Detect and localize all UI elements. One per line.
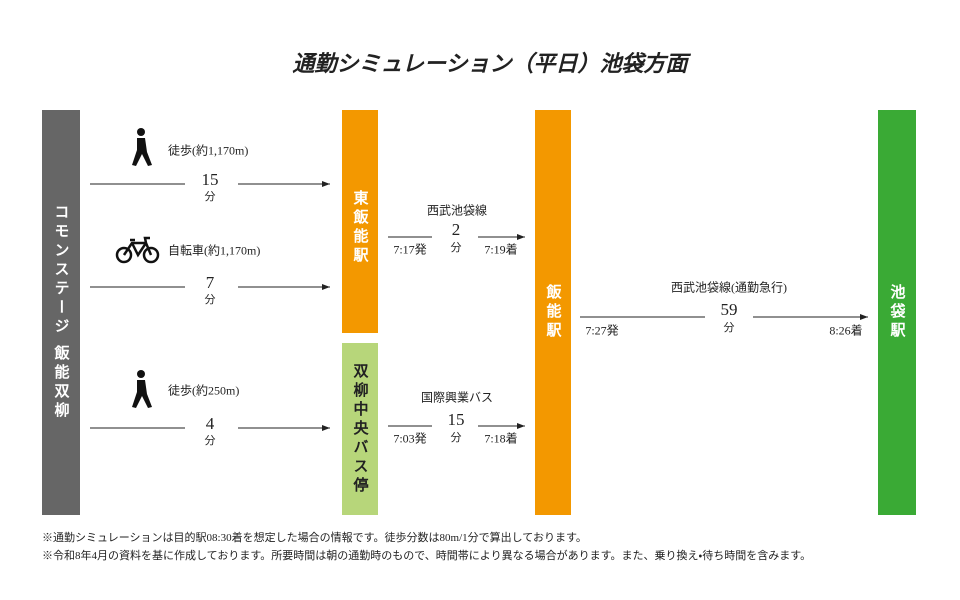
depart: 7:03発 (393, 431, 427, 446)
origin-bar: コモンステージ 飯能双柳 (42, 110, 80, 515)
line-name: 国際興業バス (420, 390, 494, 405)
arrows (90, 181, 868, 431)
unit: 分 (204, 191, 216, 203)
title: 通勤シミュレーション（平日）池袋方面 (292, 51, 688, 76)
walk-icon (132, 128, 152, 166)
station-bar: 東飯能駅 (342, 110, 378, 333)
minutes: 15 (201, 170, 219, 189)
bicycle-icon (115, 236, 160, 264)
station-bar: 飯能駅 (535, 110, 571, 515)
note: ※令和8年4月の資料を基に作成しております。所要時間は朝の通勤時のもので、時間帯… (42, 550, 812, 562)
stop-label: 双柳中央バス停 (351, 362, 368, 496)
note: ※通勤シミュレーションは目的駅08:30着を想定した場合の情報です。徒歩分数は8… (42, 532, 587, 544)
stop-label: 飯能駅 (544, 284, 561, 341)
arrive: 8:26着 (829, 323, 863, 338)
minutes: 2 (451, 220, 461, 239)
line-name: 西武池袋線(通勤急行) (671, 280, 787, 295)
depart: 7:27発 (585, 323, 619, 338)
unit: 分 (450, 432, 462, 444)
mode: 自転車(約1,170m) (168, 243, 261, 258)
stop-label: コモンステージ 飯能双柳 (52, 204, 69, 421)
minutes: 15 (447, 410, 465, 429)
unit: 分 (723, 322, 735, 334)
minutes: 59 (720, 300, 738, 319)
walk-icon (132, 370, 152, 408)
unit: 分 (204, 294, 216, 306)
stop-label: 池袋駅 (888, 284, 905, 341)
line-name: 西武池袋線 (426, 203, 488, 218)
depart: 7:17発 (393, 242, 427, 257)
minutes: 7 (205, 273, 215, 292)
minutes: 4 (205, 414, 215, 433)
mode: 徒歩(約250m) (168, 383, 240, 398)
stop-label: 東飯能駅 (351, 190, 368, 266)
mode: 徒歩(約1,170m) (168, 143, 249, 158)
bus-stop-bar: 双柳中央バス停 (342, 343, 378, 515)
arrive: 7:19着 (484, 242, 518, 257)
station-bar: 池袋駅 (878, 110, 916, 515)
unit: 分 (204, 435, 216, 447)
unit: 分 (450, 242, 462, 254)
arrive: 7:18着 (484, 431, 518, 446)
